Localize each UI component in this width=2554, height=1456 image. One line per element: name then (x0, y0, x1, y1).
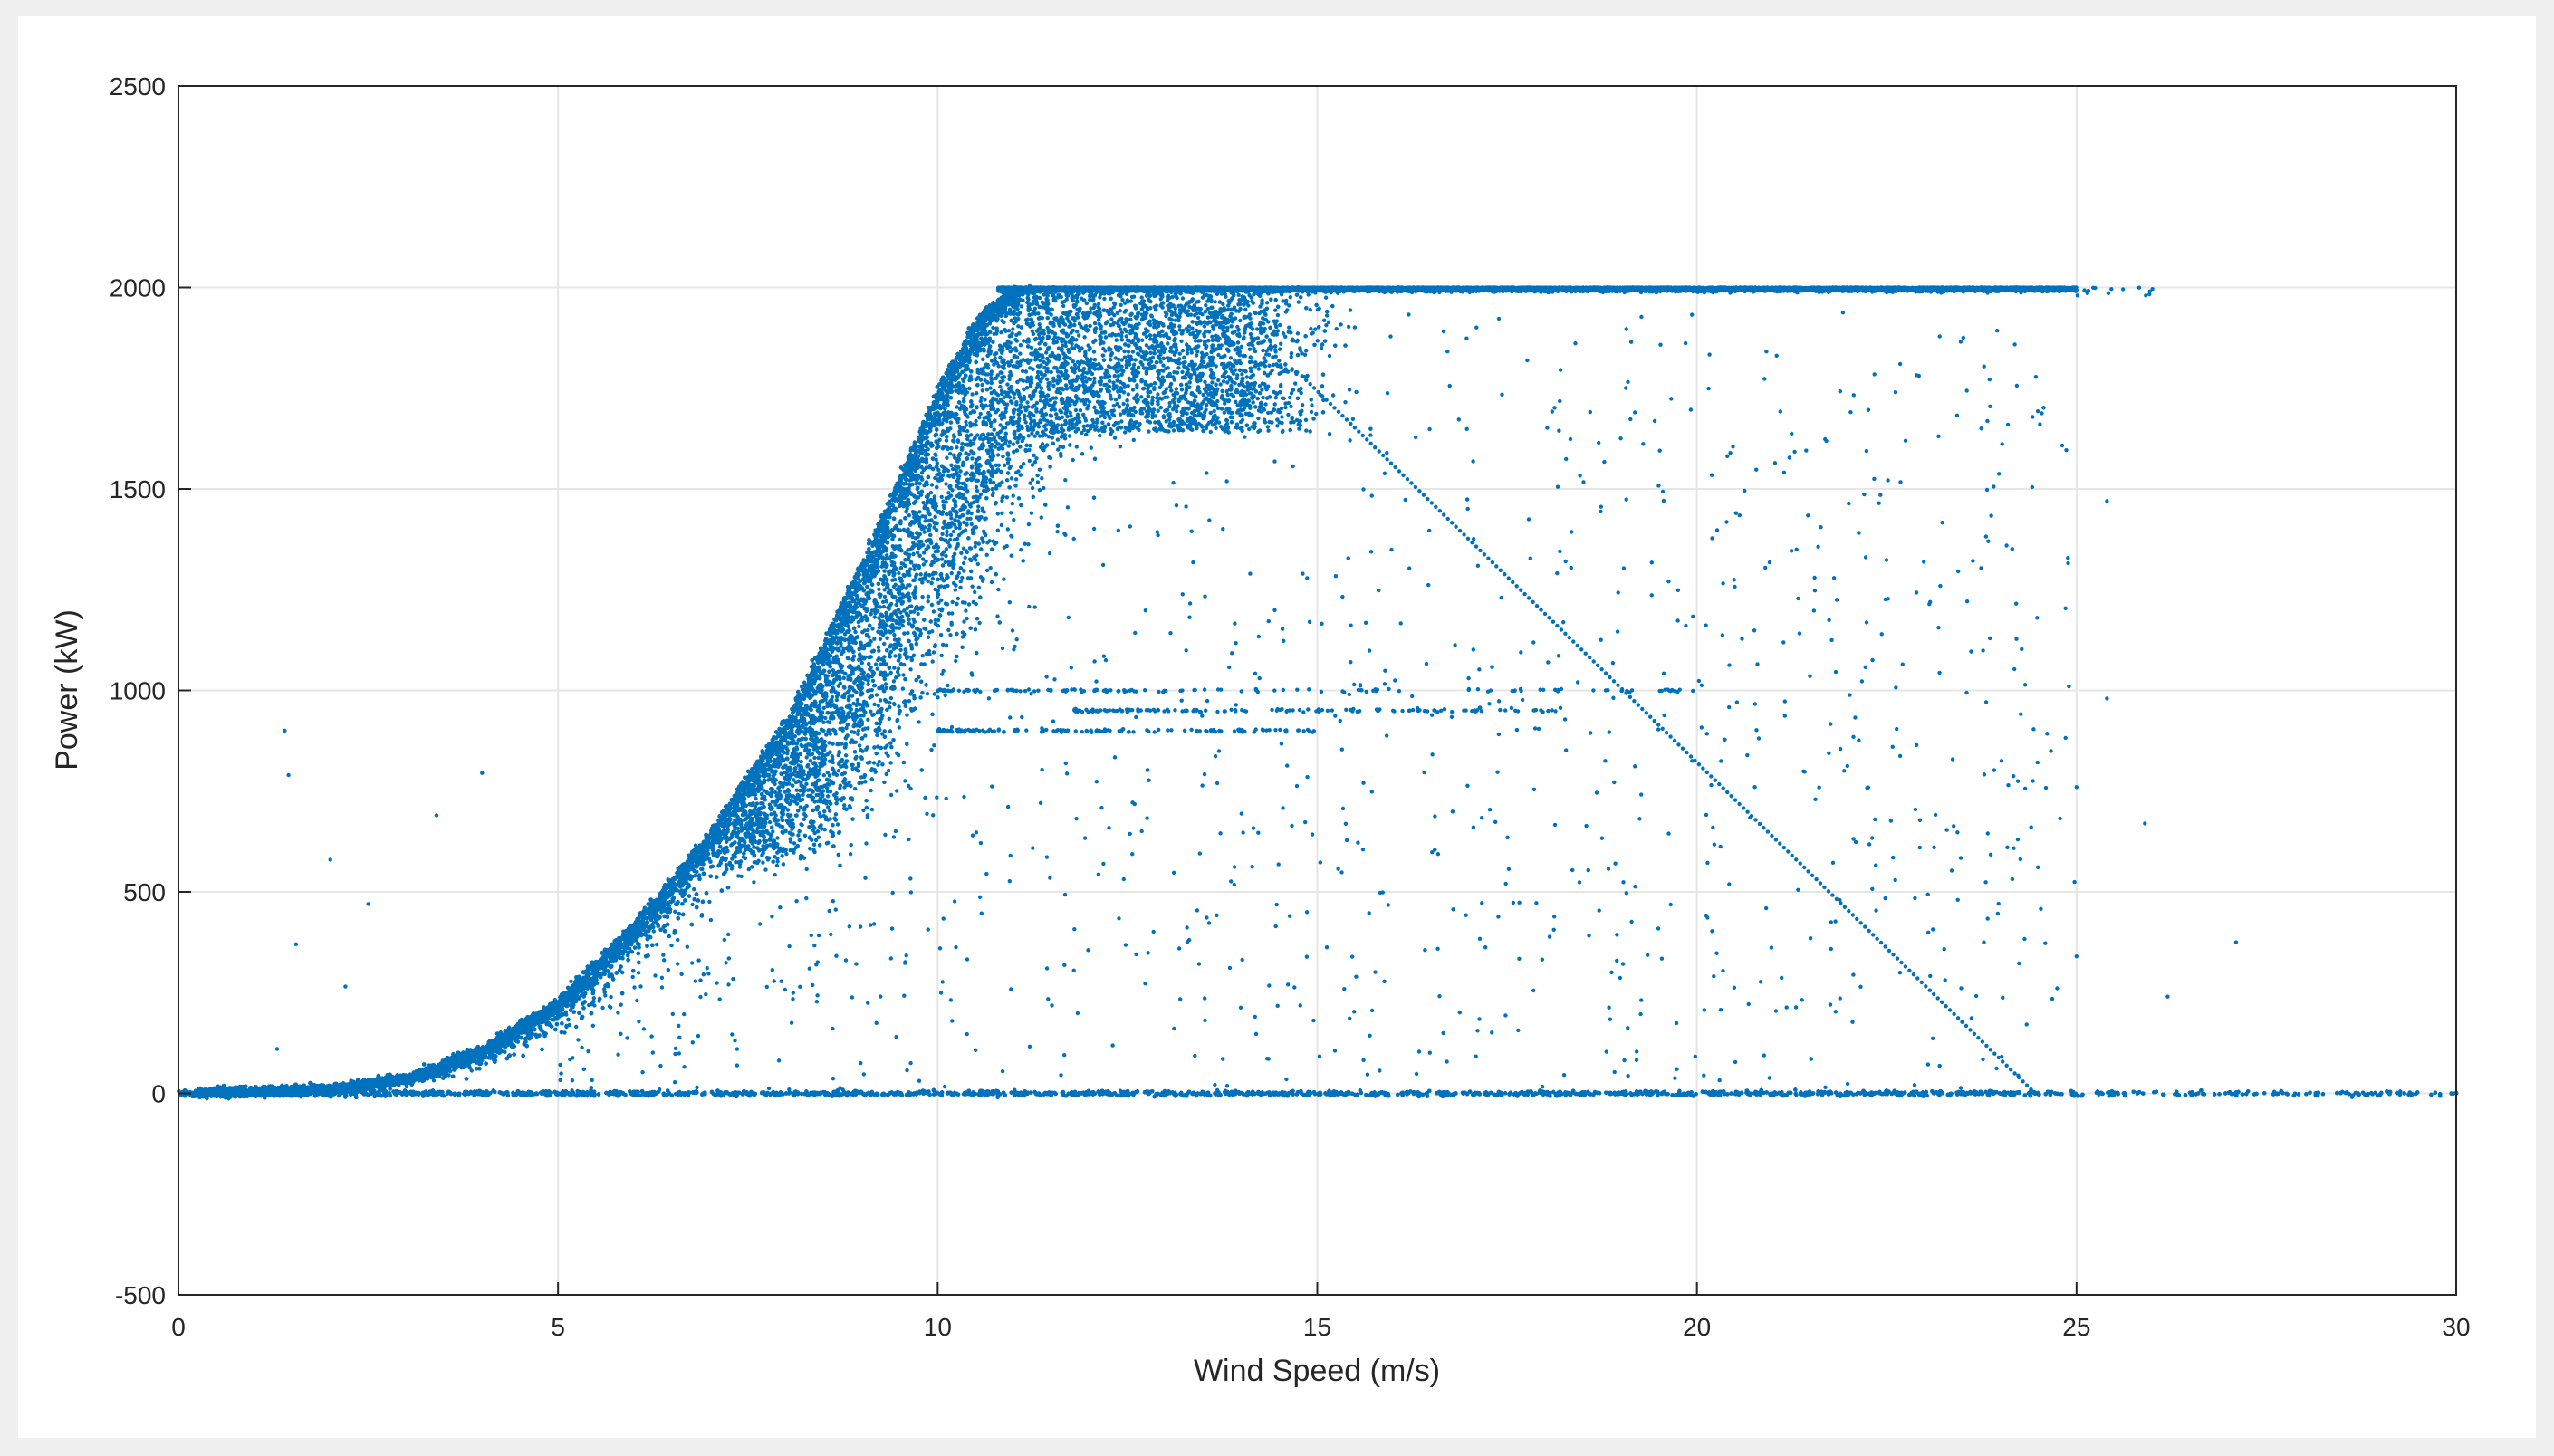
data-point (652, 929, 656, 933)
data-point (592, 996, 596, 1000)
data-point (877, 588, 880, 591)
data-point (673, 910, 677, 914)
data-point (600, 1006, 604, 1010)
data-point (694, 843, 697, 847)
data-point (690, 903, 694, 906)
data-point (857, 625, 860, 628)
data-point (569, 980, 572, 983)
